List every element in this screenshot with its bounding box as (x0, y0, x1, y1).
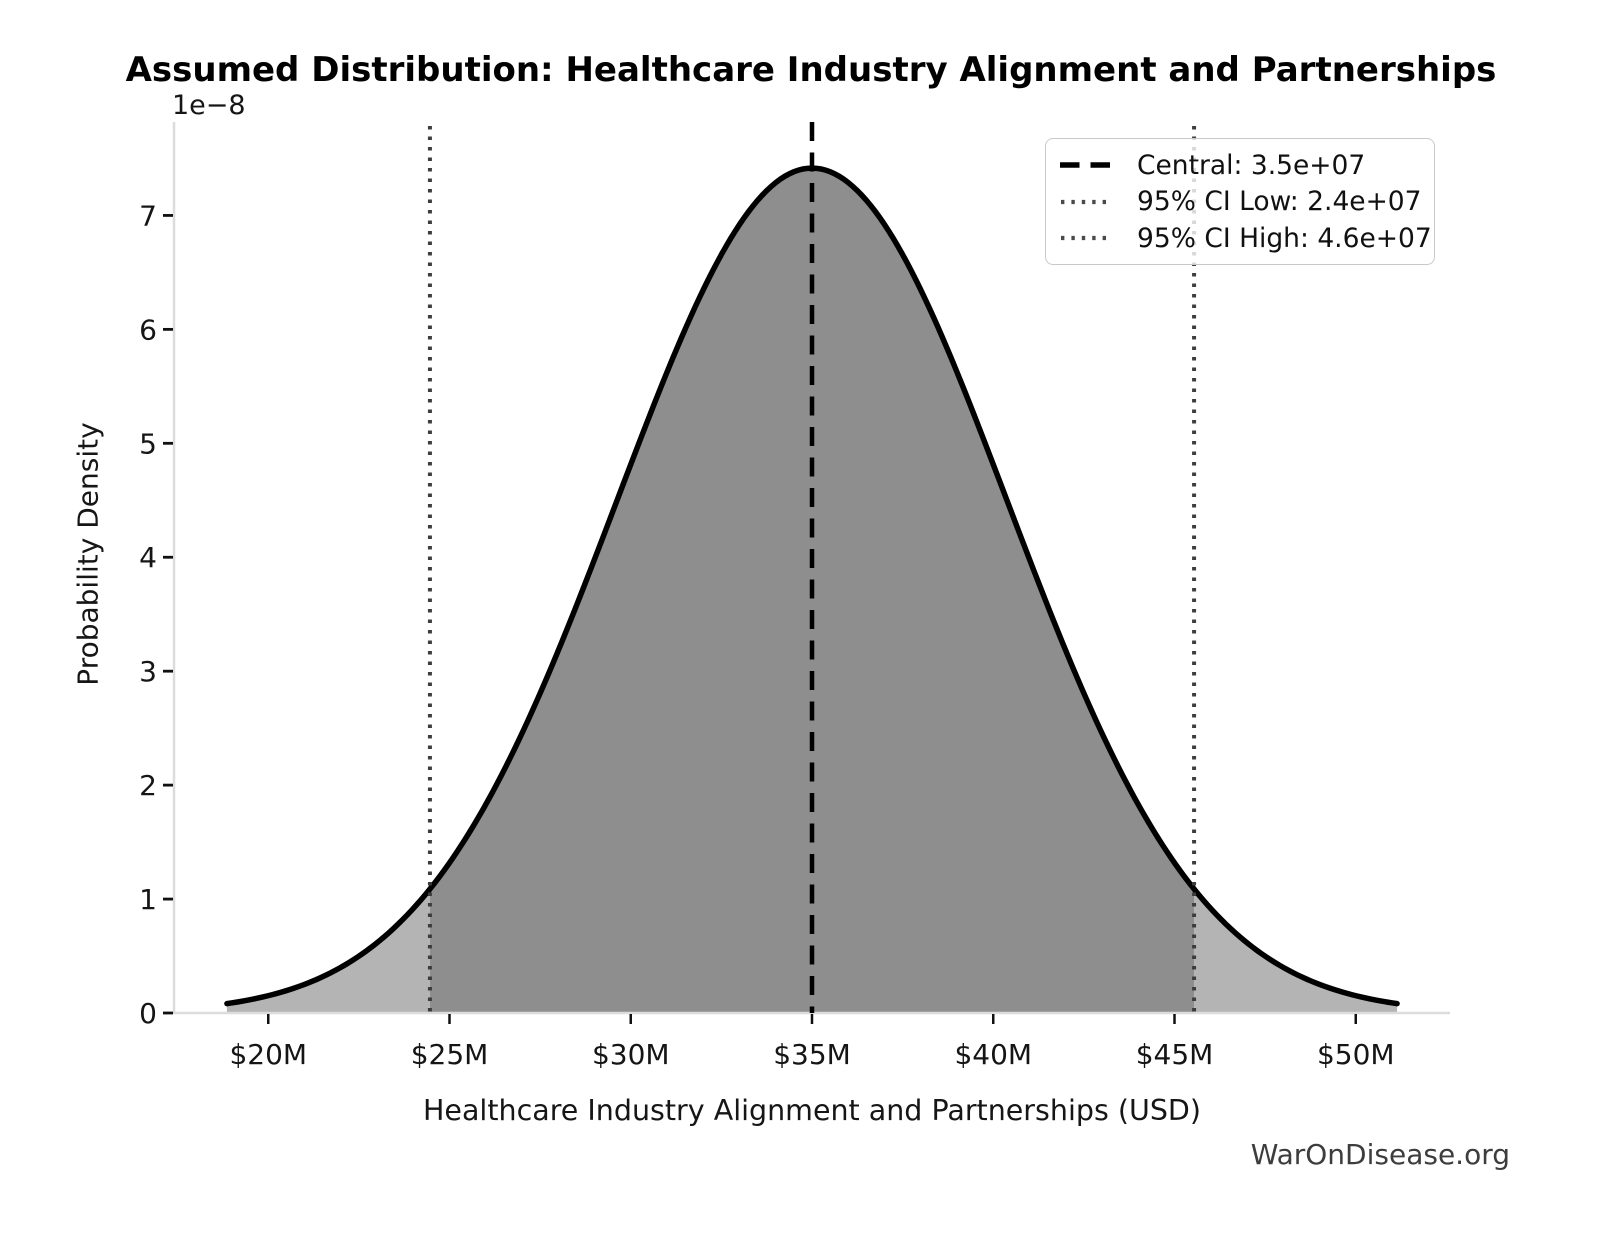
x-tick-label: $50M (1317, 1038, 1395, 1071)
y-tick-label: 4 (139, 541, 157, 574)
x-tick-label: $45M (1136, 1038, 1214, 1071)
legend-label-ci-low: 95% CI Low: 2.4e+07 (1137, 186, 1422, 217)
tail-fill-right (1194, 889, 1398, 1013)
x-tick-label: $40M (954, 1038, 1032, 1071)
y-tick-label: 5 (139, 427, 157, 460)
y-tick-label: 7 (139, 199, 157, 232)
legend-item-ci-low: 95% CI Low: 2.4e+07 (1059, 185, 1422, 219)
dashed-line-sample-icon (1060, 162, 1110, 168)
x-tick-label: $30M (592, 1038, 670, 1071)
y-tick-label: 2 (139, 769, 157, 802)
dotted-line-sample-icon (1061, 199, 1111, 204)
y-tick-label: 6 (139, 313, 157, 346)
legend-label-ci-high: 95% CI High: 4.6e+07 (1137, 222, 1432, 254)
x-tick-label: $35M (773, 1038, 851, 1071)
legend-item-central: Central: 3.5e+07 (1059, 148, 1420, 182)
y-tick-label: 0 (139, 997, 157, 1030)
x-tick-label: $20M (229, 1038, 307, 1071)
x-axis-title: Healthcare Industry Alignment and Partne… (423, 1094, 1201, 1127)
watermark: WarOnDisease.org (1250, 1138, 1510, 1171)
y-tick-label: 3 (139, 655, 157, 688)
dotted-line-sample-icon (1061, 235, 1111, 241)
legend: Central: 3.5e+07 95% CI Low: 2.4e+07 95%… (1045, 138, 1435, 265)
tail-fill-left (226, 889, 430, 1013)
legend-item-ci-high: 95% CI High: 4.6e+07 (1059, 221, 1432, 255)
x-tick-label: $25M (411, 1038, 489, 1071)
chart-title: Assumed Distribution: Healthcare Industr… (125, 50, 1497, 90)
y-axis-scale-offset: 1e−8 (172, 90, 246, 121)
legend-label-central: Central: 3.5e+07 (1137, 149, 1366, 181)
y-tick-label: 1 (139, 883, 157, 916)
